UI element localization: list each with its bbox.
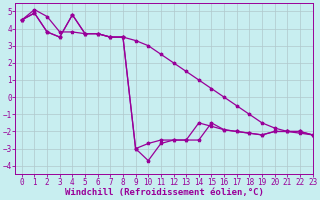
X-axis label: Windchill (Refroidissement éolien,°C): Windchill (Refroidissement éolien,°C) [65,188,263,197]
